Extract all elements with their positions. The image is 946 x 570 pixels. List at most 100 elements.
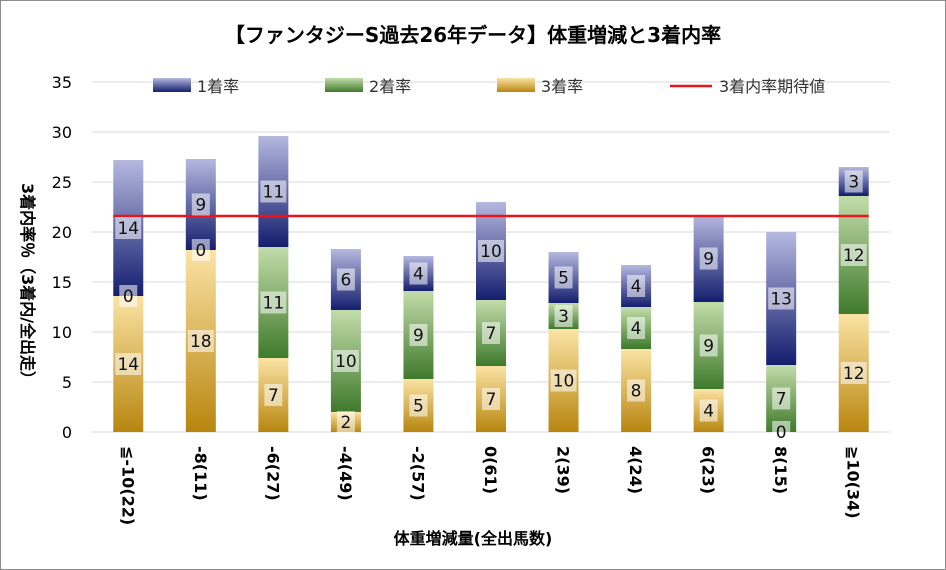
data-label: 9	[195, 196, 206, 216]
data-label-bg	[840, 362, 867, 384]
data-label-bg	[627, 317, 646, 339]
x-axis-ticks: ≦-10(22) -8(11) -6(27) -4(49) -2(57) 0(61) 2(3…	[118, 446, 862, 525]
data-label: 12	[843, 364, 865, 384]
data-label-bg	[119, 285, 138, 307]
legend-swatch-1	[153, 78, 191, 92]
y-tick-label: 0	[62, 423, 72, 442]
data-label: 4	[631, 319, 642, 339]
data-label: 9	[413, 326, 424, 346]
data-label-bg	[115, 217, 142, 239]
data-label: 7	[268, 386, 279, 406]
legend-label-1: 1着率	[197, 77, 239, 96]
data-label-bg	[482, 322, 500, 344]
x-tick-label: -8(11)	[191, 446, 210, 501]
data-label-bg	[409, 262, 428, 285]
data-label: 9	[703, 337, 714, 357]
data-label: 8	[631, 382, 642, 402]
data-label: 6	[340, 271, 351, 291]
data-label-bg	[409, 394, 428, 417]
data-label: 7	[486, 390, 497, 410]
y-tick-label: 5	[62, 373, 72, 392]
y-axis-ticks: 0 5 10 15 20 25 30 35	[52, 73, 72, 442]
x-tick-label: 8(15)	[771, 446, 790, 494]
y-tick-label: 20	[52, 223, 72, 242]
y-tick-label: 10	[52, 323, 72, 342]
data-label: 4	[413, 265, 424, 285]
data-label-bg	[768, 287, 795, 310]
data-label-bg	[187, 330, 214, 352]
data-label-bg	[554, 266, 573, 289]
data-label-bg	[554, 305, 573, 327]
data-label: 10	[480, 242, 502, 262]
data-label: 4	[703, 402, 714, 422]
data-label-bg	[772, 421, 791, 443]
chart-title: 【ファンタジーS過去26年データ】体重増減と3着内率	[225, 23, 721, 47]
data-label: 0	[776, 423, 787, 443]
legend-swatch-2	[325, 78, 363, 92]
data-label: 0	[195, 241, 206, 261]
data-label-bg	[115, 353, 142, 375]
data-label: 13	[770, 290, 792, 310]
data-label-bg	[482, 388, 500, 410]
data-label-bg	[191, 239, 210, 261]
data-label-bg	[844, 170, 863, 193]
data-label: 11	[263, 294, 285, 314]
data-label-bg	[627, 379, 646, 402]
x-tick-label: -6(27)	[263, 446, 282, 501]
data-label-bg	[699, 334, 718, 357]
data-label: 7	[486, 324, 497, 344]
x-tick-label: 0(61)	[481, 446, 500, 494]
x-tick-label: -4(49)	[336, 446, 355, 501]
data-label-bg	[478, 240, 504, 262]
data-label: 14	[117, 355, 139, 375]
legend: 1着率 2着率 3着率 3着内率期待値	[153, 77, 825, 96]
y-tick-label: 35	[52, 73, 72, 92]
x-tick-label: -2(57)	[408, 446, 427, 501]
data-label: 18	[190, 332, 212, 352]
y-tick-label: 25	[52, 173, 72, 192]
data-label: 5	[413, 397, 424, 417]
data-label: 5	[558, 269, 569, 289]
x-tick-label: 2(39)	[554, 446, 573, 494]
data-label-bg	[840, 244, 867, 266]
data-label-bg	[772, 387, 791, 410]
data-label-bg	[332, 350, 359, 372]
data-label: 10	[553, 372, 575, 392]
data-label: 4	[631, 277, 642, 297]
x-tick-label: ≧10(34)	[844, 446, 863, 519]
data-label: 7	[776, 390, 787, 410]
y-tick-label: 15	[52, 273, 72, 292]
data-label-bg	[699, 247, 718, 270]
data-label-bg	[336, 411, 355, 433]
y-tick-label: 30	[52, 123, 72, 142]
data-label-bg	[191, 193, 210, 216]
bars	[113, 136, 869, 432]
data-label: 14	[117, 219, 139, 239]
legend-swatch-3	[497, 78, 535, 92]
y-axis-title: 3着内率％（3着内/全出走）	[18, 183, 37, 387]
data-label: 10	[335, 352, 357, 372]
x-tick-label: 6(23)	[699, 446, 718, 494]
data-label: 0	[123, 287, 134, 307]
data-label-bg	[627, 275, 646, 297]
legend-label-4: 3着内率期待値	[719, 77, 825, 96]
data-label-bg	[264, 384, 283, 406]
data-label-bg	[260, 291, 287, 314]
data-label-bg	[409, 324, 428, 346]
data-label: 3	[848, 173, 859, 193]
data-label: 11	[263, 183, 285, 203]
data-label-bg	[260, 180, 287, 203]
x-tick-label: 4(24)	[626, 446, 645, 494]
data-label: 3	[558, 307, 569, 327]
data-labels: 14 0 14 18 0 9 7 11 11 2 10 6 5 9 4 7 7 10 10 3 5 8 4 4 4 9 9 0 7 13 1…	[115, 170, 867, 443]
x-tick-label: ≦-10(22)	[118, 446, 137, 525]
data-label: 12	[843, 246, 865, 266]
legend-label-2: 2着率	[369, 77, 411, 96]
data-label: 9	[703, 250, 714, 270]
data-label: 2	[340, 413, 351, 433]
legend-label-3: 3着率	[541, 77, 583, 96]
data-label-bg	[550, 369, 577, 392]
x-axis-title: 体重増減量(全出馬数)	[394, 529, 553, 548]
data-label-bg	[699, 399, 718, 422]
